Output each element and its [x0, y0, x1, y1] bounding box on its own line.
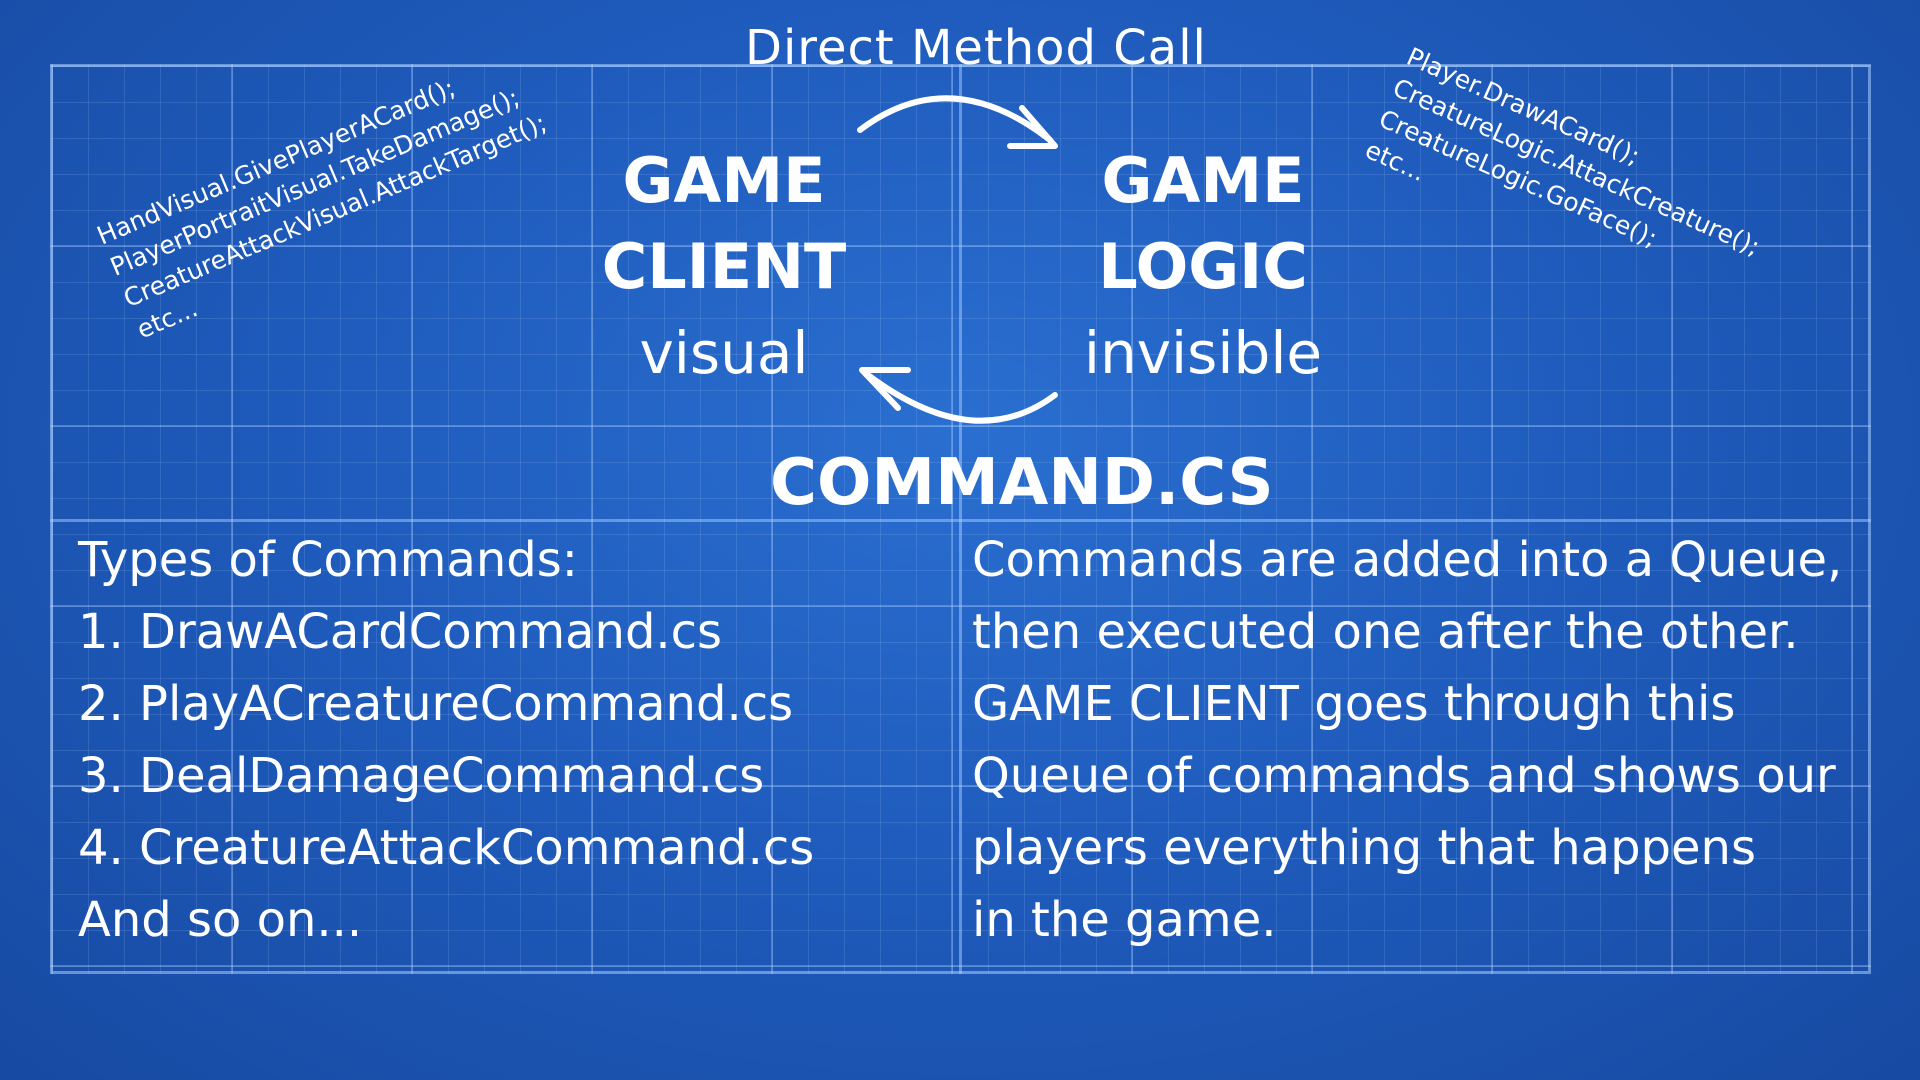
game-logic-line3: invisible — [1083, 319, 1323, 387]
queue-description-line: then executed one after the other. — [972, 604, 1799, 660]
command-types-title: Types of Commands: — [78, 532, 578, 588]
queue-description-line: GAME CLIENT goes through this — [972, 676, 1736, 732]
queue-description-line: in the game. — [972, 892, 1277, 948]
command-cs-label: COMMAND.CS — [770, 446, 1274, 520]
game-client-line2: CLIENT — [601, 230, 847, 303]
arrow-logic-to-client-head — [859, 367, 911, 411]
arrow-client-to-logic-head — [1007, 105, 1058, 149]
grid-divider-horizontal — [50, 519, 1871, 522]
arrow-client-to-logic — [857, 95, 1053, 143]
queue-description: Commands are added into a Queue, then ex… — [972, 524, 1842, 956]
queue-description-line: Commands are added into a Queue, — [972, 532, 1843, 588]
command-type-item: 4. CreatureAttackCommand.cs — [78, 820, 815, 876]
game-logic-line1: GAME — [1101, 144, 1305, 217]
queue-description-line: Queue of commands and shows our — [972, 748, 1836, 804]
direct-method-call-label: Direct Method Call — [745, 20, 1207, 76]
command-types-list: Types of Commands: 1. DrawACardCommand.c… — [78, 524, 814, 956]
command-type-item: 1. DrawACardCommand.cs — [78, 604, 723, 660]
command-type-item: 3. DealDamageCommand.cs — [78, 748, 765, 804]
game-logic-line2: LOGIC — [1098, 230, 1308, 303]
game-client-line1: GAME — [622, 144, 826, 217]
game-logic-block: GAME LOGIC invisible — [1043, 138, 1363, 396]
command-types-more: And so on... — [78, 892, 363, 948]
game-client-line3: visual — [639, 319, 809, 387]
queue-description-line: players everything that happens — [972, 820, 1756, 876]
command-type-item: 2. PlayACreatureCommand.cs — [78, 676, 794, 732]
game-client-block: GAME CLIENT visual — [564, 138, 884, 396]
arrow-logic-to-client — [865, 372, 1058, 424]
